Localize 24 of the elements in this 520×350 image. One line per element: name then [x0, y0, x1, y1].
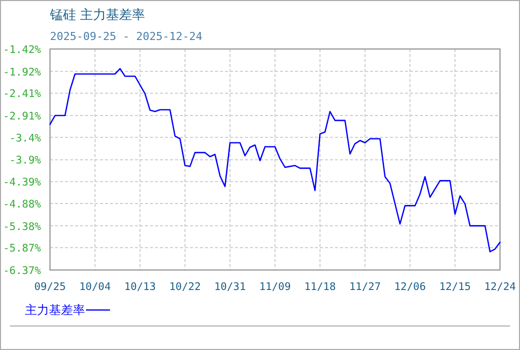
y-tick-label: -4.88% [3, 198, 42, 210]
x-tick-label: 12/15 [439, 281, 471, 293]
y-tick-label: -6.37% [3, 265, 42, 277]
x-tick-label: 10/04 [79, 281, 111, 293]
x-tick-label: 10/13 [124, 281, 156, 293]
x-tick-label: 11/27 [349, 281, 381, 293]
x-tick-label: 09/25 [34, 281, 66, 293]
x-tick-label: 10/31 [214, 281, 246, 293]
y-tick-label: -5.87% [3, 242, 42, 255]
x-tick-label: 10/22 [169, 281, 201, 293]
y-tick-label: -4.39% [3, 176, 42, 189]
title: 锰硅 主力基差率 [50, 8, 146, 23]
x-tick-label: 11/09 [259, 281, 291, 293]
y-tick-label: -3.9% [9, 154, 42, 167]
y-tick-label: -2.91% [3, 110, 42, 123]
x-tick-label: 12/06 [394, 281, 426, 293]
y-tick-label: -3.4% [9, 132, 42, 144]
y-tick-label: -1.42% [3, 44, 42, 56]
subtitle: 2025-09-25 - 2025-12-24 [50, 30, 202, 43]
x-tick-label: 11/18 [304, 281, 336, 293]
x-tick-label: 12/24 [484, 281, 516, 293]
y-tick-label: -2.41% [3, 88, 42, 100]
y-tick-label: -5.38% [3, 220, 42, 233]
y-tick-label: -1.92% [3, 66, 42, 78]
